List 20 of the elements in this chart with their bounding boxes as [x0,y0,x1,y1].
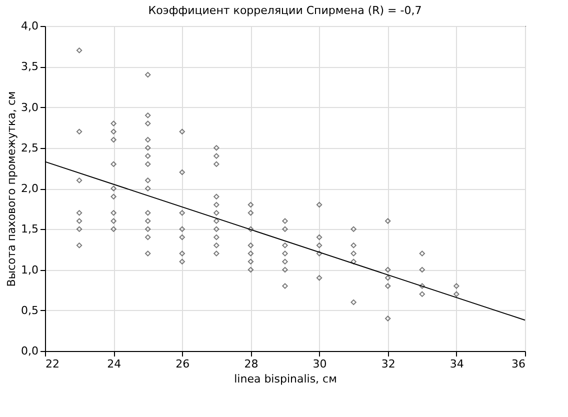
chart-title: Коэффициент корреляции Спирмена (R) = -0,7 [148,4,422,17]
y-tick-label: 3,0 [21,100,38,114]
x-tick-label: 36 [512,358,526,370]
y-tick-label: 2,5 [21,141,38,154]
x-tick-label: 26 [176,358,190,370]
y-tick-label: 4,0 [21,20,38,32]
x-tick-label: 28 [244,358,258,370]
x-tick-label: 24 [107,358,122,370]
y-tick-label: 0,5 [21,304,38,317]
x-tick-label: 22 [46,358,60,370]
x-tick-label: 32 [381,358,396,370]
x-tick-label: 30 [312,358,327,370]
y-tick-label: 0,0 [21,344,38,358]
y-tick-label: 1,5 [21,222,38,236]
y-axis-title: Высота пахового промежутка, см [5,91,18,287]
y-tick-label: 3,5 [21,60,38,74]
x-tick-label: 34 [450,358,464,370]
y-tick-label: 2,0 [21,182,38,195]
y-tick-label: 1,0 [21,263,38,276]
x-axis-title: linea bispinalis, см [234,372,337,386]
